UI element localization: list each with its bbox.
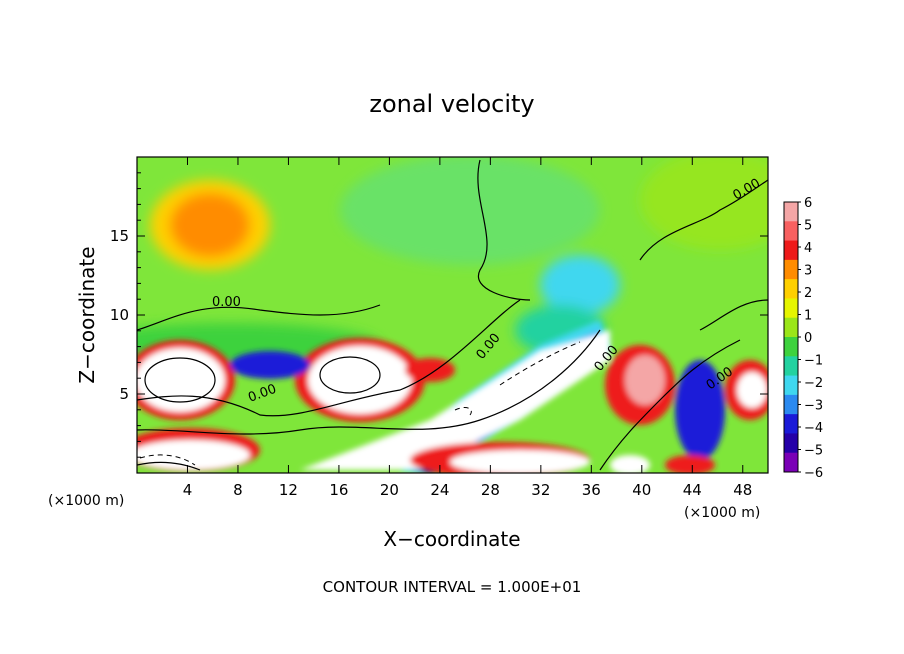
- x-unit-left: (×1000 m): [48, 493, 124, 509]
- colorbar-swatch: [784, 298, 798, 319]
- x-tick-label: 12: [279, 481, 298, 499]
- colorbar-swatch: [784, 259, 798, 280]
- x-unit-right: (×1000 m): [684, 505, 760, 521]
- x-tick-label: 40: [632, 481, 651, 499]
- colorbar-swatch: [784, 375, 798, 396]
- colorbar-swatch: [784, 240, 798, 261]
- colorbar-tick-label: 6: [804, 196, 812, 211]
- colorbar-tick-label: −3: [804, 399, 823, 414]
- contour-lines: [137, 159, 768, 471]
- colorbar-swatch: [784, 414, 798, 434]
- colorbar-swatch: [784, 356, 798, 377]
- x-axis: 4 8 12 16 20 24 28 32 36 40 44 48: [183, 157, 752, 499]
- x-tick-label: 16: [329, 481, 348, 499]
- x-tick-label: 8: [233, 481, 243, 499]
- x-axis-label: X−coordinate: [383, 527, 520, 551]
- x-tick-label: 24: [430, 481, 449, 499]
- colorbar-tick-label: 5: [804, 219, 812, 234]
- colorbar-swatch: [784, 433, 798, 454]
- y-tick-label: 10: [110, 306, 129, 324]
- contour-label: 0.00: [212, 295, 241, 310]
- colorbar-swatch: [784, 394, 798, 415]
- y-tick-label: 5: [119, 385, 129, 403]
- colorbar-swatch: [784, 279, 798, 299]
- colorbar-tick-label: 0: [804, 331, 812, 346]
- x-tick-label: 20: [380, 481, 399, 499]
- x-tick-label: 48: [733, 481, 752, 499]
- heatmap-field: [137, 157, 768, 473]
- colorbar-tick-label: 1: [804, 309, 812, 324]
- colorbar-tick-label: −2: [804, 376, 823, 391]
- y-tick-label: 15: [110, 227, 129, 245]
- x-tick-label: 28: [481, 481, 500, 499]
- colorbar-tick-label: 3: [804, 264, 812, 279]
- colorbar-tick-label: −6: [804, 466, 823, 481]
- x-tick-label: 32: [531, 481, 550, 499]
- x-tick-label: 44: [683, 481, 702, 499]
- colorbar-swatch: [784, 202, 798, 222]
- colorbar-tick-label: −5: [804, 444, 823, 459]
- x-tick-label: 36: [582, 481, 601, 499]
- contour-interval-note: CONTOUR INTERVAL = 1.000E+01: [323, 578, 582, 596]
- y-axis: 5 10 15: [110, 172, 768, 458]
- colorbar-tick-label: −1: [804, 354, 823, 369]
- colorbar-swatch: [784, 317, 798, 338]
- y-axis-label: Z−coordinate: [75, 246, 99, 383]
- colorbar-tick-label: −4: [804, 421, 823, 436]
- colorbar-swatch: [784, 452, 798, 473]
- colorbar: 6 5 4 3 2 1 0 −1 −2 −3 −4 −5 −6: [783, 196, 823, 481]
- colorbar-tick-label: 4: [804, 241, 812, 256]
- colorbar-tick-label: 2: [804, 286, 812, 301]
- chart-title: zonal velocity: [369, 90, 534, 118]
- x-tick-label: 4: [183, 481, 193, 499]
- colorbar-swatch: [784, 337, 798, 357]
- colorbar-swatch: [784, 221, 798, 242]
